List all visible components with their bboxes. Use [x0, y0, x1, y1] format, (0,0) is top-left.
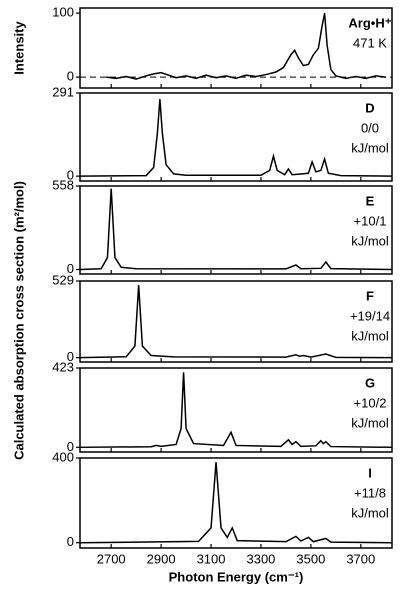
x-axis-label: Photon Energy (cm⁻¹)	[169, 569, 304, 584]
panel-frame	[79, 367, 393, 453]
panel-label: kJ/mol	[351, 140, 389, 155]
panel-frame	[79, 185, 393, 275]
spectrum-line	[79, 462, 393, 544]
x-tick-label: 3500	[296, 551, 325, 566]
y-tick-label: 0	[67, 349, 74, 364]
x-tick-label: 3300	[246, 551, 275, 566]
spectrum-line	[79, 372, 393, 449]
y-tick-label: 558	[52, 177, 74, 192]
panel-label: D	[365, 100, 374, 115]
panel-label: Arg•H⁺	[348, 15, 391, 30]
panel-label: E	[366, 193, 375, 208]
x-tick-label: 3700	[346, 551, 375, 566]
panel-label: I	[368, 465, 372, 480]
x-tick-label: 2900	[147, 551, 176, 566]
panel-label: kJ/mol	[351, 505, 389, 520]
panel-frame	[79, 280, 393, 363]
panel-label: kJ/mol	[351, 328, 389, 343]
spectrum-line	[79, 98, 393, 177]
y-tick-label: 0	[67, 69, 74, 84]
panel-label: G	[365, 375, 375, 390]
panel-frame	[79, 7, 393, 89]
spectrum-line	[106, 12, 386, 80]
panel-label: F	[366, 288, 374, 303]
y-tick-label: 291	[52, 84, 74, 99]
spectrum-line	[79, 285, 393, 359]
panel-label: +10/1	[354, 213, 387, 228]
y-tick-label: 423	[52, 359, 74, 374]
y-tick-label: 400	[52, 449, 74, 464]
x-tick-label: 2700	[97, 551, 126, 566]
y-axis-label: Intensity	[11, 21, 26, 75]
spectrum-line	[79, 188, 393, 271]
y-tick-label: 529	[52, 272, 74, 287]
panel-label: kJ/mol	[351, 233, 389, 248]
panel-frame	[79, 457, 393, 549]
x-tick-label: 3100	[197, 551, 226, 566]
y-tick-label: 0	[67, 534, 74, 549]
y-tick-label: 0	[67, 168, 74, 183]
panel-label: +19/14	[350, 308, 390, 323]
panel-frame	[79, 92, 393, 182]
panel-label: kJ/mol	[351, 415, 389, 430]
panel-label: +11/8	[354, 485, 386, 500]
y-axis-label: Calculated absorption cross section (m²/…	[11, 181, 26, 460]
y-tick-label: 0	[67, 439, 74, 454]
y-tick-label: 0	[67, 261, 74, 276]
panel-label: +10/2	[354, 395, 387, 410]
panel-label: 0/0	[361, 120, 379, 135]
panel-label: 471 K	[353, 35, 387, 50]
y-tick-label: 100	[52, 5, 74, 20]
